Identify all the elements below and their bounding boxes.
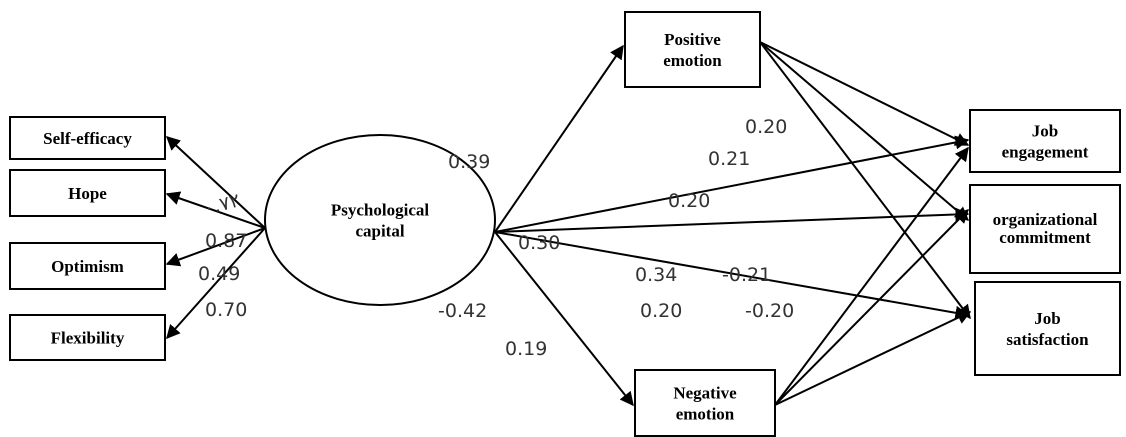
path-coefficient: 0.34 bbox=[635, 264, 677, 286]
edge-arrow bbox=[759, 41, 971, 320]
path-coefficient: 0.49 bbox=[198, 263, 240, 285]
path-coefficient: 0.20 bbox=[640, 300, 682, 322]
edge-arrow bbox=[774, 209, 969, 406]
path-coefficient: 0.21 bbox=[708, 148, 750, 170]
node-label: commitment bbox=[999, 228, 1091, 247]
node-box bbox=[624, 11, 761, 88]
edge-arrow bbox=[774, 311, 972, 406]
path-coefficient: 0.20 bbox=[668, 190, 710, 212]
node-box bbox=[969, 109, 1121, 173]
edge-arrow bbox=[494, 207, 970, 233]
node-label: Positive bbox=[664, 30, 721, 49]
path-coefficient: 0.39 bbox=[448, 151, 490, 173]
node-box bbox=[634, 369, 776, 437]
node-box bbox=[9, 116, 166, 160]
nodes: Self-efficacy Hope Optimism Flexibility Psyc… bbox=[9, 11, 1121, 437]
node-box bbox=[969, 184, 1121, 274]
node-label: Job bbox=[1032, 121, 1058, 140]
node-label: engagement bbox=[1002, 142, 1089, 161]
path-coefficient: 0.19 bbox=[505, 338, 547, 360]
edge-arrow bbox=[494, 135, 970, 233]
edge-arrow bbox=[165, 191, 266, 229]
node-label: Self-efficacy bbox=[43, 129, 132, 148]
path-coefficient: -0.21 bbox=[722, 264, 771, 286]
node-label: Hope bbox=[68, 184, 107, 203]
edge-arrow bbox=[774, 146, 969, 406]
path-coefficient: 0.20 bbox=[745, 116, 787, 138]
edge-arrow bbox=[759, 41, 970, 221]
node-box bbox=[974, 281, 1121, 376]
node-label: emotion bbox=[676, 404, 735, 423]
path-coefficient: 0.70 bbox=[205, 299, 247, 321]
path-coefficient: ۰.۷۲ bbox=[201, 189, 242, 220]
node-label: satisfaction bbox=[1006, 330, 1089, 349]
edge-arrow bbox=[494, 44, 624, 233]
path-coefficient: -0.20 bbox=[745, 300, 794, 322]
edges bbox=[165, 41, 972, 407]
coefficients: 0.39 ۰.۷۲ 0.87 0.49 0.70 -0.42 0.19 0.20 0.21 0.2… bbox=[198, 116, 794, 360]
node-box bbox=[9, 169, 166, 217]
node-label: organizational bbox=[993, 210, 1098, 229]
edge-arrow bbox=[494, 231, 970, 320]
edge-arrow bbox=[165, 227, 266, 267]
node-label: Job bbox=[1034, 309, 1060, 328]
edge-arrow bbox=[759, 41, 970, 146]
node-label: emotion bbox=[663, 51, 722, 70]
edge-arrow bbox=[165, 136, 266, 229]
node-label: Flexibility bbox=[51, 328, 125, 347]
edge-arrow bbox=[494, 231, 634, 407]
path-coefficient: 0.30 bbox=[518, 232, 560, 254]
node-label: Psychological bbox=[331, 200, 429, 219]
node-box bbox=[9, 242, 166, 290]
path-coefficient: -0.42 bbox=[438, 300, 487, 322]
edge-arrow bbox=[166, 227, 266, 340]
node-ellipse bbox=[264, 134, 496, 306]
node-label: Optimism bbox=[51, 257, 124, 276]
node-box bbox=[9, 314, 166, 361]
node-label: capital bbox=[355, 221, 404, 240]
node-label: Negative bbox=[673, 383, 737, 402]
path-coefficient: 0.87 bbox=[205, 230, 247, 252]
